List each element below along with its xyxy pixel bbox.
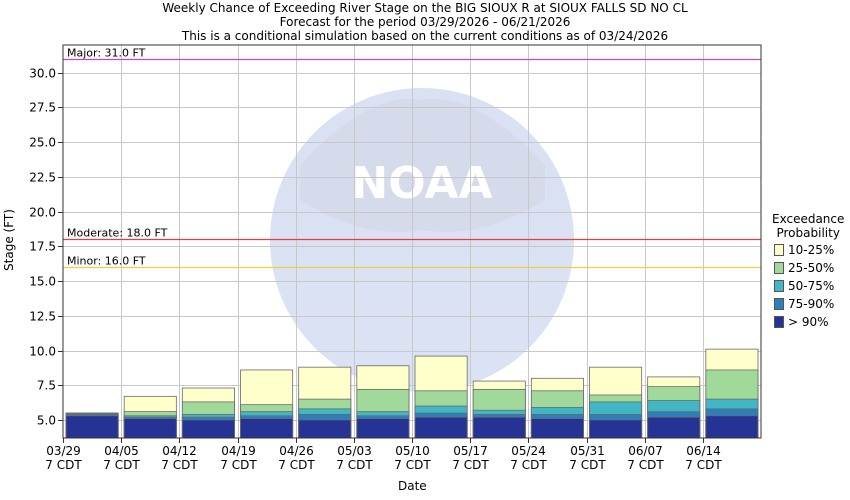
y-tick-label: 7.5	[37, 379, 56, 393]
y-axis-title: Stage (FT)	[2, 209, 16, 271]
grid	[63, 45, 761, 438]
legend-swatch	[774, 244, 784, 256]
chart-subtitle-conditions: This is a conditional simulation based o…	[181, 29, 669, 43]
x-tick-sublabel: 7 CDT	[336, 458, 373, 472]
x-tick-label: 04/19	[221, 444, 256, 458]
chart-subtitle-period: Forecast for the period 03/29/2026 - 06/…	[279, 15, 571, 29]
threshold-label: Minor: 16.0 FT	[67, 255, 146, 268]
chart-title: Weekly Chance of Exceeding River Stage o…	[162, 1, 688, 15]
x-tick-label: 05/10	[395, 444, 430, 458]
y-tick-label: 25.0	[29, 136, 56, 150]
bar-05-17-90	[472, 416, 526, 439]
x-tick-label: 05/17	[453, 444, 488, 458]
legend-label: > 90%	[788, 315, 829, 329]
y-tick-label: 10.0	[29, 345, 56, 359]
legend-label: 75-90%	[788, 297, 835, 311]
noaa-logo-text: NOAA	[351, 158, 492, 209]
axes: 5.0 7.5 10.0 12.5 15.0 17.5 20.0 22.5 25.0 27.5 30…	[29, 44, 762, 472]
bar-05-10-90	[414, 416, 468, 439]
y-tick-label: 30.0	[29, 67, 56, 81]
bar-04-19-90	[240, 418, 294, 439]
y-tick-label: 27.5	[29, 101, 56, 115]
y-tick-label: 15.0	[29, 275, 56, 289]
bar-05-31-90	[589, 419, 643, 439]
bar-05-03-90	[356, 418, 410, 439]
x-tick-label: 05/31	[570, 444, 605, 458]
y-tick-label: 12.5	[29, 310, 56, 324]
x-tick-label: 04/26	[279, 444, 314, 458]
bar-04-05-90	[123, 418, 177, 439]
x-tick-sublabel: 7 CDT	[103, 458, 140, 472]
noaa-emblem-bird	[300, 98, 545, 232]
bar-04-26-90	[298, 419, 352, 439]
legend-item: 50-75%	[774, 277, 844, 295]
legend-item: 10-25%	[774, 241, 844, 259]
threshold-label: Major: 31.0 FT	[67, 47, 146, 60]
bar-06-07-90	[647, 416, 701, 439]
flood-thresholds: Major: 31.0 FT Moderate: 18.0 FT Minor: 16…	[63, 47, 761, 269]
x-tick-label: 03/29	[46, 444, 81, 458]
bar-04-12-90	[181, 419, 235, 439]
x-tick-sublabel: 7 CDT	[161, 458, 198, 472]
x-tick-sublabel: 7 CDT	[569, 458, 606, 472]
bar-03-29-90	[65, 415, 119, 439]
y-tick-label: 20.0	[29, 206, 56, 220]
x-tick-label: 04/05	[104, 444, 139, 458]
threshold-label: Moderate: 18.0 FT	[67, 227, 168, 240]
bar-05-24-90	[530, 418, 584, 439]
legend-title-line2: Probability	[776, 226, 840, 240]
y-tick-label: 5.0	[37, 414, 56, 428]
x-tick-sublabel: 7 CDT	[510, 458, 547, 472]
x-axis-title: Date	[398, 479, 427, 493]
legend-swatch	[774, 316, 784, 328]
legend-swatch	[774, 262, 784, 274]
y-tick-label: 22.5	[29, 171, 56, 185]
legend-title-line1: Exceedance	[772, 212, 845, 226]
x-tick-sublabel: 7 CDT	[627, 458, 664, 472]
legend-label: 50-75%	[788, 279, 835, 293]
x-tick-sublabel: 7 CDT	[278, 458, 315, 472]
legend-label: 10-25%	[788, 243, 835, 257]
x-tick-label: 04/12	[162, 444, 197, 458]
x-tick-sublabel: 7 CDT	[394, 458, 431, 472]
legend-label: 25-50%	[788, 261, 835, 275]
x-tick-sublabel: 7 CDT	[452, 458, 489, 472]
legend-swatch	[774, 298, 784, 310]
legend-item: > 90%	[774, 313, 844, 331]
x-tick-sublabel: 7 CDT	[45, 458, 82, 472]
x-tick-label: 05/03	[337, 444, 372, 458]
x-tick-label: 05/24	[511, 444, 546, 458]
x-tick-sublabel: 7 CDT	[220, 458, 257, 472]
legend-item: 25-50%	[774, 259, 844, 277]
x-tick-sublabel: 7 CDT	[685, 458, 722, 472]
legend: Exceedance Probability 10-25% 25-50% 50-75…	[772, 212, 844, 331]
bar-06-14-90	[705, 415, 759, 439]
legend-swatch	[774, 280, 784, 292]
y-tick-label: 17.5	[29, 240, 56, 254]
x-tick-label: 06/07	[628, 444, 663, 458]
x-tick-label: 06/14	[686, 444, 721, 458]
legend-item: 75-90%	[774, 295, 844, 313]
